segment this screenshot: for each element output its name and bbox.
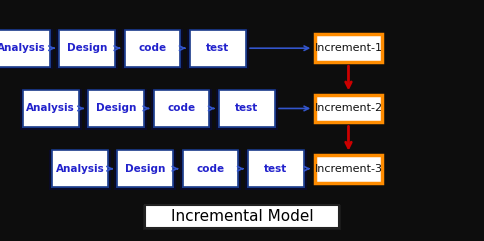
Text: Analysis: Analysis	[27, 103, 75, 114]
FancyBboxPatch shape	[153, 90, 210, 128]
FancyBboxPatch shape	[248, 150, 304, 187]
FancyBboxPatch shape	[125, 29, 180, 67]
FancyBboxPatch shape	[143, 205, 341, 230]
Text: Analysis: Analysis	[56, 164, 104, 174]
FancyBboxPatch shape	[145, 205, 339, 228]
FancyBboxPatch shape	[315, 94, 382, 122]
Text: code: code	[138, 43, 166, 53]
Text: Incremental Model: Incremental Model	[171, 209, 313, 224]
Text: Analysis: Analysis	[0, 43, 46, 53]
FancyBboxPatch shape	[218, 90, 276, 128]
FancyBboxPatch shape	[56, 29, 118, 69]
FancyBboxPatch shape	[190, 29, 246, 67]
FancyBboxPatch shape	[151, 89, 212, 130]
FancyBboxPatch shape	[22, 90, 80, 128]
FancyBboxPatch shape	[23, 90, 78, 127]
FancyBboxPatch shape	[122, 29, 183, 69]
FancyBboxPatch shape	[0, 29, 50, 67]
FancyBboxPatch shape	[52, 150, 108, 187]
Text: Design: Design	[96, 103, 136, 114]
FancyBboxPatch shape	[49, 149, 111, 190]
FancyBboxPatch shape	[118, 150, 173, 187]
FancyBboxPatch shape	[219, 90, 275, 127]
FancyBboxPatch shape	[0, 29, 53, 69]
Text: code: code	[167, 103, 196, 114]
FancyBboxPatch shape	[180, 149, 242, 190]
FancyBboxPatch shape	[87, 90, 145, 128]
FancyBboxPatch shape	[315, 34, 382, 62]
FancyBboxPatch shape	[315, 155, 382, 183]
FancyBboxPatch shape	[187, 29, 249, 69]
FancyBboxPatch shape	[247, 150, 305, 188]
FancyBboxPatch shape	[124, 29, 182, 68]
FancyBboxPatch shape	[88, 90, 144, 127]
Text: Increment-2: Increment-2	[315, 103, 382, 114]
FancyBboxPatch shape	[51, 150, 109, 188]
Text: test: test	[235, 103, 258, 114]
FancyBboxPatch shape	[216, 89, 278, 130]
FancyBboxPatch shape	[115, 149, 176, 190]
FancyBboxPatch shape	[58, 29, 116, 68]
FancyBboxPatch shape	[20, 89, 81, 130]
Text: Increment-3: Increment-3	[315, 164, 382, 174]
FancyBboxPatch shape	[189, 29, 247, 68]
Text: Design: Design	[125, 164, 166, 174]
Text: test: test	[206, 43, 229, 53]
Text: Increment-1: Increment-1	[315, 43, 382, 53]
Text: code: code	[197, 164, 225, 174]
Text: Design: Design	[67, 43, 107, 53]
FancyBboxPatch shape	[183, 150, 239, 187]
FancyBboxPatch shape	[154, 90, 209, 127]
FancyBboxPatch shape	[117, 150, 174, 188]
Text: test: test	[264, 164, 287, 174]
FancyBboxPatch shape	[59, 29, 115, 67]
FancyBboxPatch shape	[182, 150, 240, 188]
FancyBboxPatch shape	[0, 29, 51, 68]
FancyBboxPatch shape	[86, 89, 147, 130]
FancyBboxPatch shape	[245, 149, 307, 190]
